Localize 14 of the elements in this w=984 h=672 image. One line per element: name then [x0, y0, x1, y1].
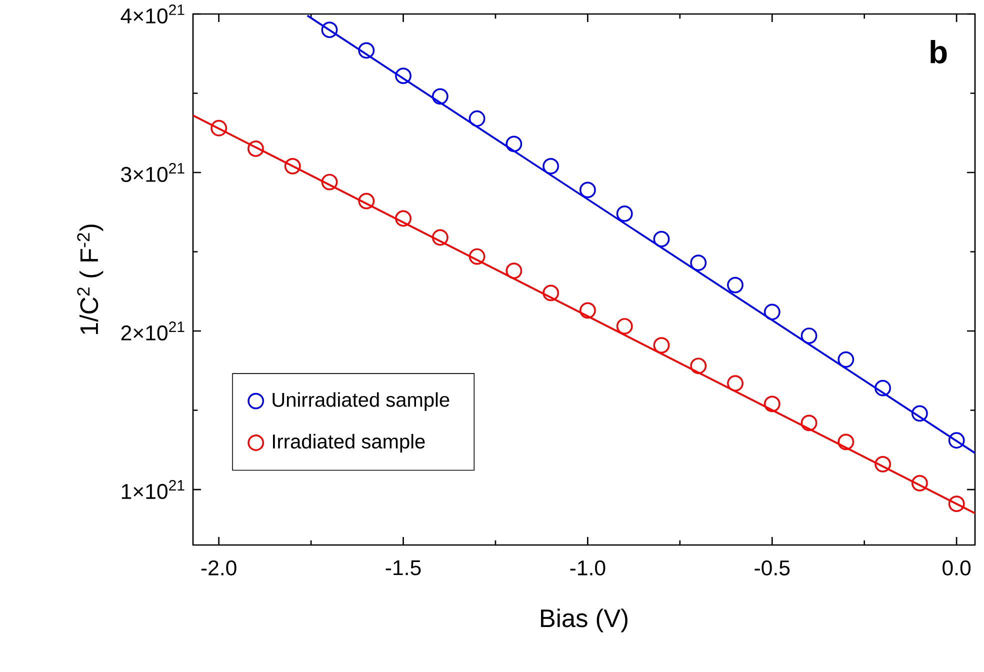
x-tick-label: -1.0 — [570, 560, 606, 576]
y-tick-label: 4×10$^{21}$ — [120, 4, 184, 24]
x-tick-label: -0.5 — [754, 560, 790, 576]
x-tick-label: -1.5 — [386, 560, 421, 576]
legend-label: Irradiated sample — [273, 434, 425, 453]
legend-label: Unirradiated sample — [272, 392, 450, 411]
y-tick-label: 3×10$^{21}$ — [121, 163, 184, 182]
y-tick-label: 1×10$^{21}$ — [122, 480, 184, 500]
y-tick-label: 2×10$^{21}$ — [121, 322, 184, 341]
x-tick-label: 0.0 — [942, 560, 971, 576]
x-axis-title: Bias (V) — [541, 608, 628, 632]
annotation: b — [930, 40, 947, 64]
x-tick-label: -2.0 — [201, 560, 236, 576]
y-axis-title: 1/C$^{2}$ ( F$^{-2}$) — [77, 224, 104, 334]
